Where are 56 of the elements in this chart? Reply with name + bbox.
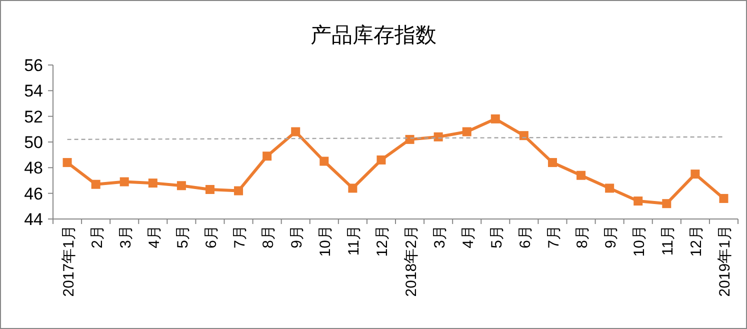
x-tick-label: 12月: [688, 225, 706, 257]
x-tick-label: 2月: [88, 225, 106, 248]
x-tick-label: 11月: [660, 225, 677, 256]
point: [490, 114, 500, 124]
x-tick-label: 3月: [117, 225, 134, 248]
point: [605, 184, 614, 193]
x-tick-label: 7月: [545, 225, 562, 248]
y-tick-label: 46: [24, 184, 43, 204]
point: [405, 134, 414, 144]
point: [320, 156, 329, 166]
x-tick-label: 8月: [260, 225, 278, 248]
point: [120, 177, 129, 186]
point: [690, 170, 700, 179]
x-tick-label: 4月: [146, 225, 163, 248]
x-tick-label: 6月: [202, 225, 220, 248]
point: [576, 170, 586, 180]
point: [62, 158, 72, 168]
y-tick-label: 50: [24, 133, 43, 152]
x-tick-label: 5月: [488, 225, 506, 248]
x-tick-label: 11月: [346, 225, 363, 256]
point: [262, 152, 272, 161]
x-tick-label: 7月: [232, 225, 249, 248]
point: [634, 196, 643, 206]
point: [519, 131, 528, 140]
x-tick-label: 3月: [431, 225, 448, 248]
point: [548, 158, 557, 168]
point: [234, 186, 244, 196]
y-tick-label: 48: [24, 158, 43, 178]
x-tick-label: 10月: [317, 225, 334, 257]
x-tick-label: 9月: [602, 225, 620, 248]
point: [91, 180, 100, 189]
y-tick-label: 54: [24, 82, 43, 101]
point: [176, 181, 186, 190]
y-tick-label: 56: [24, 56, 43, 75]
point: [348, 184, 358, 193]
x-tick-label: 12月: [374, 225, 392, 257]
x-tick-label: 2018年2月: [402, 225, 420, 297]
y-tick-label: 52: [24, 107, 43, 126]
x-tick-label: 10月: [631, 225, 648, 257]
x-tick-label: 6月: [516, 225, 534, 248]
point: [462, 127, 472, 136]
x-tick-label: 2017年1月: [60, 225, 78, 297]
x-tick-label: 8月: [574, 225, 592, 248]
x-tick-label: 5月: [174, 225, 192, 248]
x-tick-label: 2019年1月: [716, 225, 734, 297]
point: [148, 178, 158, 188]
chart-title: 产品库存指数: [310, 24, 436, 47]
point: [205, 184, 214, 194]
point: [291, 127, 300, 136]
point: [719, 194, 728, 203]
x-tick-label: 4月: [460, 225, 477, 248]
y-tick-label: 44: [24, 210, 43, 229]
point: [376, 155, 386, 164]
point: [662, 199, 672, 208]
point: [434, 132, 443, 142]
x-tick-label: 9月: [288, 225, 306, 248]
